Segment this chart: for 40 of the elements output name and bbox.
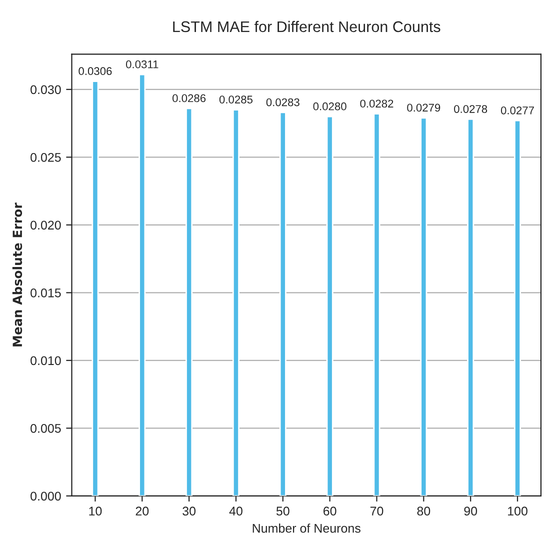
y-tick-label: 0.005 (30, 424, 61, 433)
x-tick-label: 100 (508, 506, 528, 516)
data-label: 0.0311 (126, 60, 158, 68)
y-tick-label: 0.015 (30, 288, 61, 298)
y-tick-label: 0.010 (30, 356, 61, 366)
data-label: 0.0306 (78, 67, 112, 76)
data-label: 0.0280 (313, 102, 346, 110)
x-tick-label: 50 (276, 506, 290, 516)
data-label: 0.0286 (172, 94, 206, 102)
x-tick-label: 70 (370, 506, 384, 516)
bar (186, 108, 193, 496)
x-axis-title: Number of Neurons (252, 524, 360, 533)
x-tick-label: 40 (229, 506, 242, 516)
data-label: 0.0279 (407, 104, 440, 112)
x-tick-label: 30 (182, 506, 196, 516)
bar (326, 116, 334, 496)
y-tick-label: 0.020 (30, 220, 61, 230)
bar (232, 109, 240, 496)
y-axis-title: Mean Absolute Error (12, 202, 22, 346)
y-tick-label: 0.025 (30, 152, 61, 162)
bar (138, 74, 146, 496)
x-tick-label: 20 (136, 506, 149, 516)
x-tick-label: 80 (417, 506, 430, 516)
data-label: 0.0278 (454, 105, 488, 113)
bar (279, 112, 286, 496)
bar (467, 118, 474, 496)
bar (420, 117, 428, 496)
x-tick-label: 60 (324, 506, 336, 516)
data-label: 0.0283 (266, 98, 300, 106)
bar (92, 80, 99, 496)
x-tick-label: 10 (89, 506, 102, 516)
x-tick-label: 90 (464, 506, 478, 516)
data-label: 0.0277 (500, 106, 534, 114)
y-tick-label: 0.000 (30, 492, 61, 501)
bar (373, 113, 380, 496)
data-label: 0.0285 (219, 96, 253, 104)
data-label: 0.0282 (360, 100, 394, 108)
chart-title: LSTM MAE for Different Neuron Counts (173, 20, 440, 32)
y-tick-label: 0.030 (30, 85, 61, 94)
bar (514, 120, 522, 496)
